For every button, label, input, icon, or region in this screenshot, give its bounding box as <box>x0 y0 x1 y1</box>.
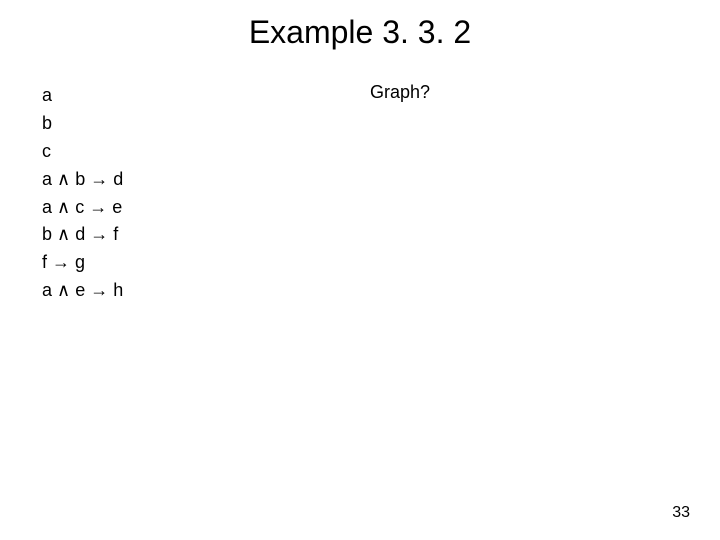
slide: Example 3. 3. 2 a b c a ∧ b → d a ∧ c → … <box>0 0 720 540</box>
rule-line: a <box>42 82 123 110</box>
page-number: 33 <box>672 504 690 522</box>
rule-line: f → g <box>42 249 123 277</box>
rule-line: a ∧ e → h <box>42 277 123 305</box>
rules-list: a b c a ∧ b → d a ∧ c → e b ∧ d → f f → … <box>42 82 123 305</box>
rule-line: a ∧ b → d <box>42 166 123 194</box>
rule-line: a ∧ c → e <box>42 194 123 222</box>
rule-line: b ∧ d → f <box>42 221 123 249</box>
rule-line: c <box>42 138 123 166</box>
slide-title: Example 3. 3. 2 <box>0 14 720 51</box>
graph-label: Graph? <box>370 82 430 103</box>
rule-line: b <box>42 110 123 138</box>
